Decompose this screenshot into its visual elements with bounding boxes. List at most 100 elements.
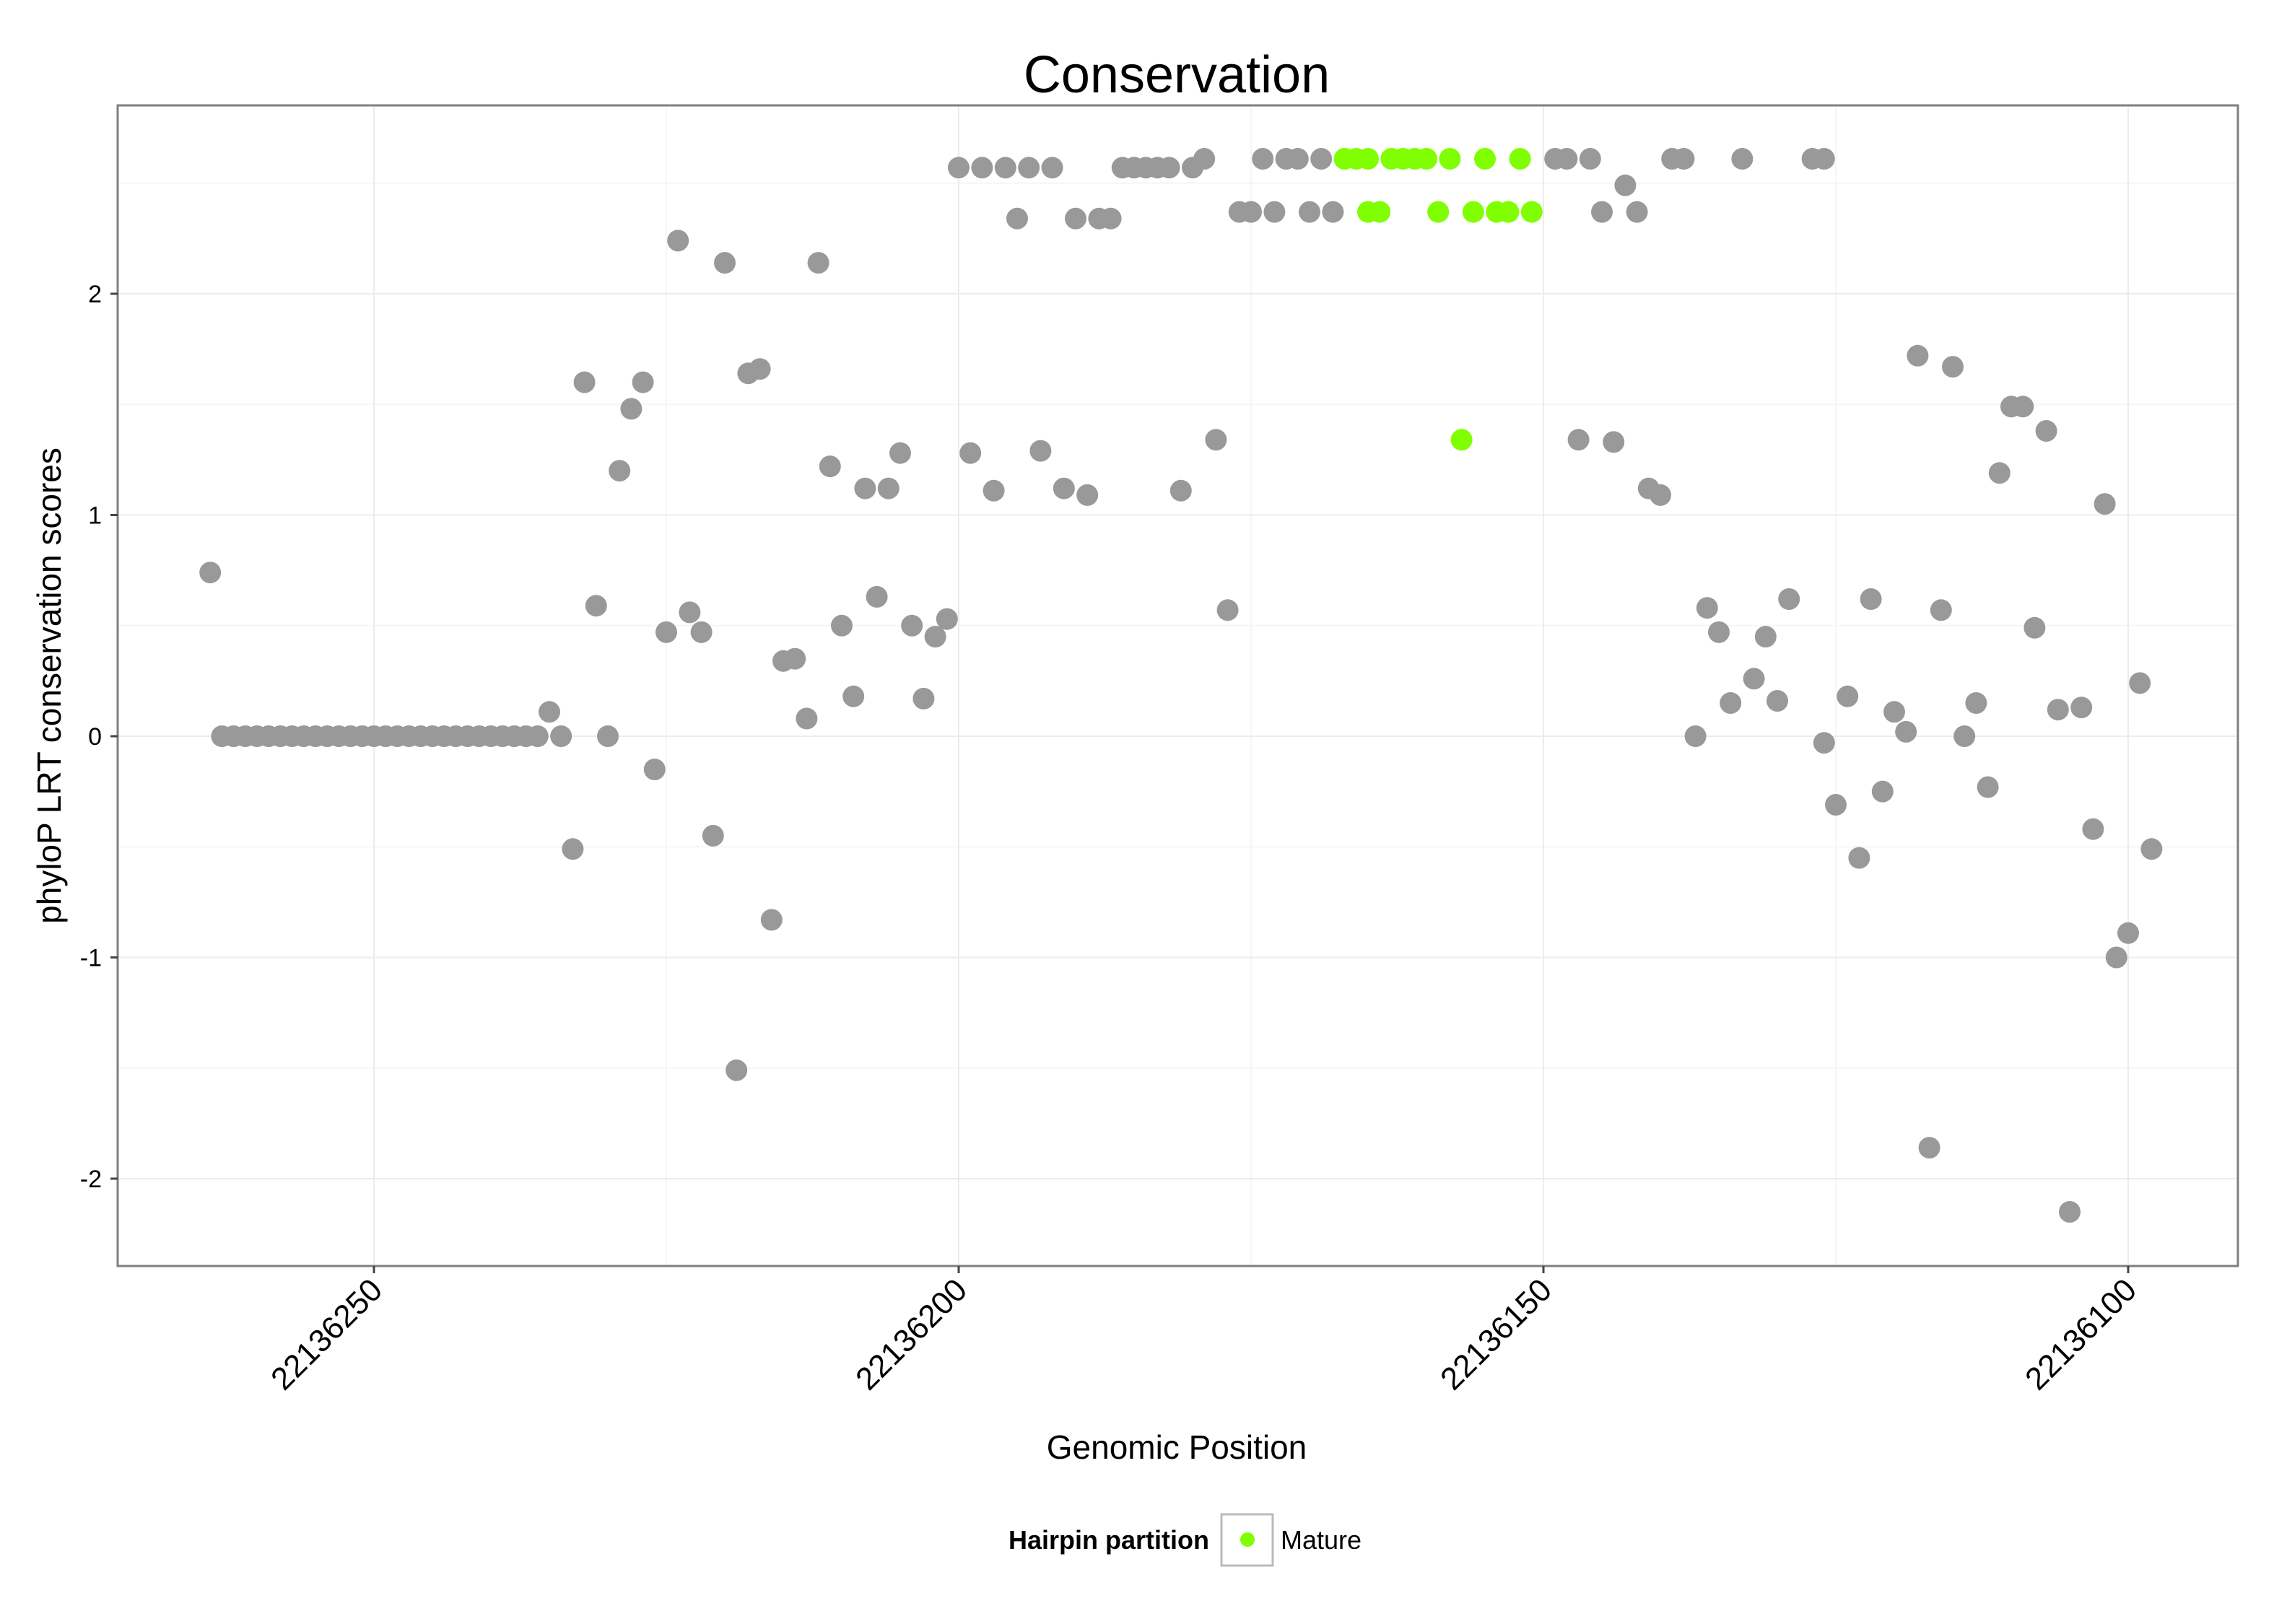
data-point-hairpin xyxy=(1158,157,1180,179)
data-point-hairpin xyxy=(1743,668,1765,690)
data-point-hairpin xyxy=(679,601,701,624)
series-hairpin xyxy=(199,148,2163,1223)
data-point-hairpin xyxy=(632,371,654,393)
data-point-hairpin xyxy=(1813,148,1835,170)
data-point-hairpin xyxy=(1767,690,1788,712)
data-point-hairpin xyxy=(2117,922,2139,944)
data-point-mature xyxy=(1474,148,1496,170)
data-point-hairpin xyxy=(2047,699,2069,721)
data-point-hairpin xyxy=(539,701,560,723)
data-point-hairpin xyxy=(1930,599,1952,621)
data-point-hairpin xyxy=(667,230,689,252)
data-point-hairpin xyxy=(1556,148,1578,170)
data-point-hairpin xyxy=(2082,818,2104,840)
data-point-hairpin xyxy=(643,759,666,780)
data-point-hairpin xyxy=(1579,148,1601,170)
legend: Hairpin partition Mature xyxy=(1009,1513,1362,1567)
data-point-hairpin xyxy=(714,252,736,274)
data-point-hairpin xyxy=(1684,725,1707,747)
data-point-hairpin xyxy=(936,608,958,630)
data-point-mature xyxy=(1497,201,1520,223)
y-tick-label: -1 xyxy=(80,945,102,972)
data-point-hairpin xyxy=(866,585,888,608)
chart-title: Conservation xyxy=(1024,46,1330,104)
data-point-hairpin xyxy=(1076,484,1099,506)
data-point-hairpin xyxy=(1871,780,1894,803)
data-point-hairpin xyxy=(1977,776,1999,798)
data-point-hairpin xyxy=(1965,692,1987,714)
data-point-hairpin xyxy=(2140,838,2163,860)
data-point-mature xyxy=(1509,148,1531,170)
data-point-hairpin xyxy=(1216,599,1239,621)
data-point-hairpin xyxy=(842,685,865,707)
legend-title: Hairpin partition xyxy=(1009,1525,1209,1555)
data-point-mature xyxy=(1520,201,1543,223)
y-tick-label: 1 xyxy=(88,502,102,530)
data-point-hairpin xyxy=(1193,148,1216,170)
data-point-hairpin xyxy=(1299,201,1320,223)
data-point-hairpin xyxy=(2129,672,2151,694)
data-point-hairpin xyxy=(1099,207,1122,230)
x-tick-label: 22136100 xyxy=(2018,1272,2143,1397)
data-point-hairpin xyxy=(1696,597,1718,619)
data-point-hairpin xyxy=(1029,440,1052,462)
data-point-hairpin xyxy=(1988,462,2011,484)
data-point-hairpin xyxy=(1252,148,1274,170)
grid-lines xyxy=(118,105,2238,1266)
data-point-hairpin xyxy=(609,460,631,482)
data-point-hairpin xyxy=(2094,493,2116,515)
data-point-hairpin xyxy=(1169,479,1192,502)
data-point-hairpin xyxy=(1591,201,1613,223)
legend-key-mature-dot xyxy=(1240,1532,1255,1547)
data-point-hairpin xyxy=(1907,344,1929,367)
data-point-mature xyxy=(1462,201,1484,223)
data-point-hairpin xyxy=(1322,201,1344,223)
data-point-hairpin xyxy=(1708,621,1730,643)
x-axis-title: Genomic Position xyxy=(1047,1428,1307,1466)
data-point-hairpin xyxy=(1848,847,1870,869)
data-point-hairpin xyxy=(562,838,584,860)
data-point-hairpin xyxy=(1567,429,1590,451)
data-point-hairpin xyxy=(2012,396,2034,418)
data-point-hairpin xyxy=(749,358,771,380)
x-tick-label: 22136250 xyxy=(264,1272,389,1397)
data-point-hairpin xyxy=(1860,588,1882,610)
data-points xyxy=(199,148,2163,1223)
data-point-hairpin xyxy=(1240,201,1262,223)
data-point-hairpin xyxy=(1614,174,1637,196)
data-point-hairpin xyxy=(526,725,549,747)
data-point-hairpin xyxy=(854,477,876,499)
y-tick-label: 2 xyxy=(88,281,102,308)
data-point-hairpin xyxy=(1754,626,1777,648)
y-tick-label: 0 xyxy=(88,723,102,751)
x-tick-label: 22136200 xyxy=(849,1272,974,1397)
data-point-hairpin xyxy=(1065,207,1086,230)
data-point-hairpin xyxy=(1286,148,1309,170)
data-point-hairpin xyxy=(760,909,783,931)
data-point-hairpin xyxy=(2059,1201,2081,1223)
data-point-hairpin xyxy=(1895,720,1917,743)
data-point-mature xyxy=(1427,201,1450,223)
data-point-hairpin xyxy=(831,614,853,637)
y-tick-label: -2 xyxy=(80,1166,102,1193)
data-point-hairpin xyxy=(702,824,724,847)
data-point-hairpin xyxy=(655,621,677,643)
data-point-hairpin xyxy=(1720,692,1742,714)
data-point-hairpin xyxy=(1006,207,1028,230)
data-point-hairpin xyxy=(726,1059,748,1081)
data-point-hairpin xyxy=(889,442,911,464)
data-point-hairpin xyxy=(1918,1137,1940,1159)
data-point-hairpin xyxy=(1883,701,1905,723)
data-point-mature xyxy=(1450,429,1473,451)
data-point-hairpin xyxy=(948,157,970,179)
legend-label-mature: Mature xyxy=(1281,1525,1362,1555)
data-point-hairpin xyxy=(1603,431,1625,453)
data-point-hairpin xyxy=(585,595,607,617)
data-point-hairpin xyxy=(1953,725,1976,747)
data-point-mature xyxy=(1357,148,1379,170)
data-point-hairpin xyxy=(994,157,1016,179)
data-point-hairpin xyxy=(1673,148,1695,170)
data-point-hairpin xyxy=(573,371,596,393)
data-point-hairpin xyxy=(1778,588,1800,610)
data-point-hairpin xyxy=(1310,148,1333,170)
